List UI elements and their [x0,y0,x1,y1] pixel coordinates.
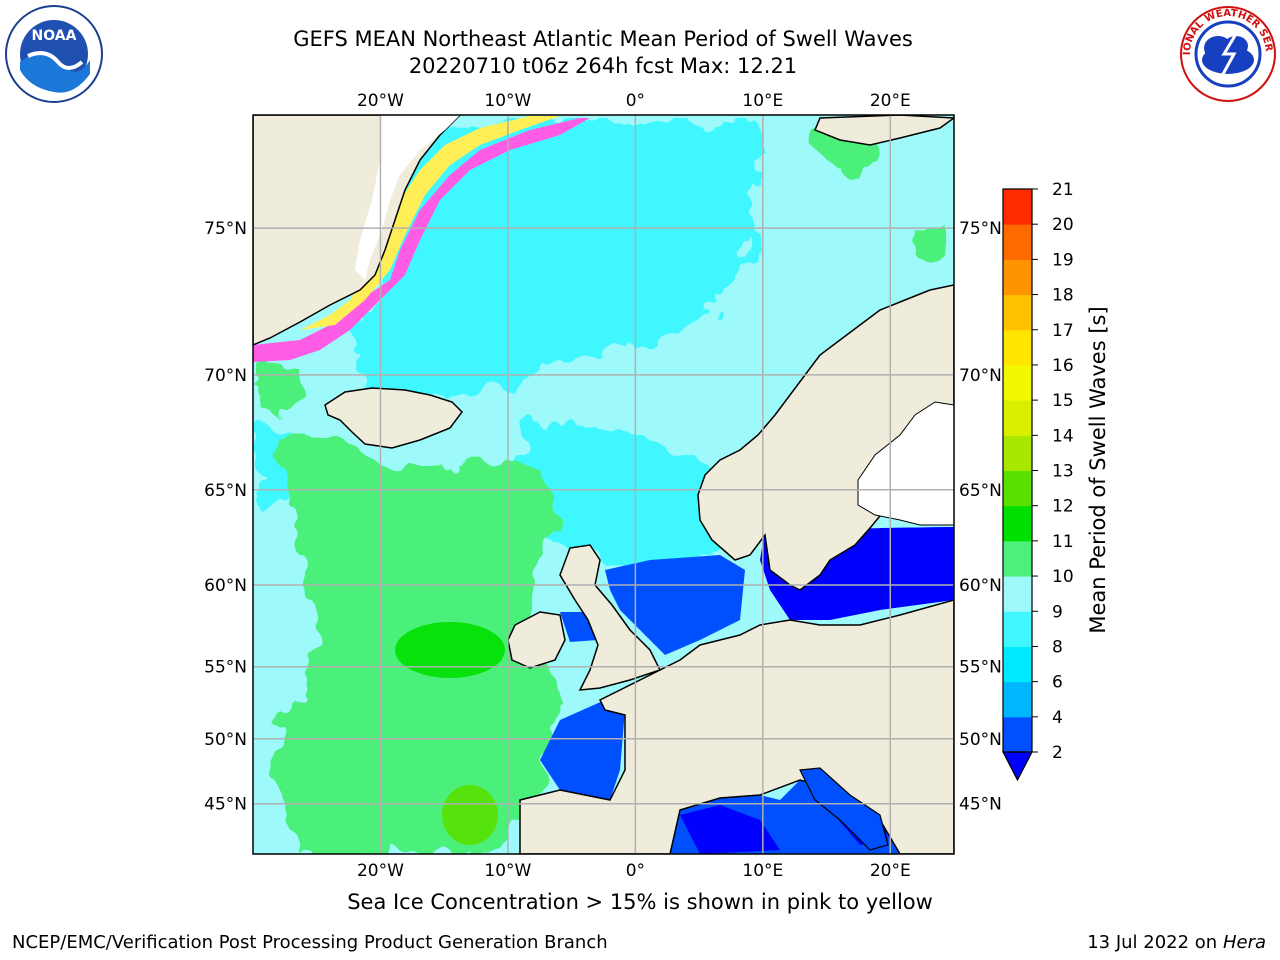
colorbar-swatch [1003,540,1032,577]
map-frame [252,114,955,855]
colorbar-swatch [1003,681,1032,718]
lat-label-left: 75°N [204,219,247,239]
swell-region-green-barents [905,220,954,265]
swell-region-blue-northsea [605,555,745,655]
colorbar-swatch [1003,505,1032,542]
colorbar-tick-label: 2 [1052,743,1063,763]
lat-label-left: 55°N [204,658,247,678]
lon-label-bottom: 0° [626,861,645,881]
lat-label-right: 75°N [959,219,1002,239]
date-stamp: 13 Jul 2022 on Hera [1087,932,1266,953]
colorbar-swatch [1003,716,1032,753]
colorbar-swatch [1003,294,1032,331]
colorbar-label: Mean Period of Swell Waves [s] [1086,306,1110,633]
colorbar-tick-label: 20 [1052,215,1074,235]
noaa-logo-text: NOAA [32,28,77,44]
colorbar-tick-label: 19 [1052,250,1074,270]
colorbar-tick-label: 9 [1052,602,1063,622]
lon-label-bottom: 10°E [742,861,783,881]
iceland-land [324,387,463,449]
lat-label-right: 60°N [959,576,1002,596]
noaa-logo-icon: NOAA [4,4,104,104]
colorbar-tick-label: 13 [1052,462,1074,482]
lon-label-top: 20°E [870,91,911,111]
lat-label-left: 50°N [204,730,247,750]
colorbar-swatch [1003,470,1032,507]
greenland-ice-cap [355,115,460,280]
colorbar-swatch [1003,189,1032,225]
colorbar-tick-label: 17 [1052,321,1074,341]
swell-region-cyan-northsea [520,420,760,570]
colorbar-tick-label: 6 [1052,673,1063,693]
baltic-clear [865,527,954,600]
colorbar-swatch [1003,259,1032,296]
gulf-bothnia-ice-free [857,401,954,526]
colorbar-swatch [1003,329,1032,366]
lat-label-right: 55°N [959,658,1002,678]
swell-region-blue-biscay [540,700,625,800]
credit-text: NCEP/EMC/Verification Post Processing Pr… [12,932,608,953]
lat-label-left: 70°N [204,366,247,386]
lat-label-left: 65°N [204,481,247,501]
colorbar-tick-label: 11 [1052,532,1074,552]
colorbar-extend-min [1002,751,1033,782]
chart-title: GEFS MEAN Northeast Atlantic Mean Period… [293,27,913,51]
lat-label-right: 65°N [959,481,1002,501]
colorbar-tick-label: 18 [1052,286,1074,306]
colorbar-tick-label: 16 [1052,356,1074,376]
swell-region-cyan-north [330,118,760,400]
lon-label-bottom: 10°W [484,861,531,881]
machine-name: Hera [1222,932,1266,953]
colorbar-tick-label: 14 [1052,426,1074,446]
lat-label-right: 70°N [959,366,1002,386]
swell-region-green-west [253,360,310,410]
sea-ice-note: Sea Ice Concentration > 15% is shown in … [347,890,933,914]
lon-label-bottom: 20°W [357,861,404,881]
colorbar-tick-label: 12 [1052,497,1074,517]
lat-label-left: 60°N [204,576,247,596]
lat-label-right: 50°N [959,730,1002,750]
lon-label-top: 10°W [484,91,531,111]
colorbar-tick-label: 15 [1052,391,1074,411]
lat-label-right: 45°N [959,795,1002,815]
colorbar-tick-label: 21 [1052,180,1074,200]
colorbar-swatch [1003,224,1032,260]
colorbar-swatch [1003,435,1032,471]
colorbar-swatch [1003,364,1032,401]
colorbar-swatch [1003,400,1032,436]
colorbar-tick-label: 10 [1052,567,1074,587]
colorbar-swatch [1003,646,1032,683]
swell-region-deepblue-med [680,805,780,854]
lat-label-left: 45°N [204,795,247,815]
svalbard-land [814,115,954,146]
colorbar-tick-label: 8 [1052,637,1063,657]
colorbar-swatch [1003,611,1032,647]
nws-logo-icon: NATIONAL WEATHER SERVICE [1174,0,1278,104]
ireland-land [507,611,566,669]
italy-sea-cut [799,767,889,851]
lon-label-top: 0° [626,91,645,111]
colorbar-tick-label: 4 [1052,708,1063,728]
lon-label-bottom: 20°E [870,861,911,881]
chart-subtitle: 20220710 t06z 264h fcst Max: 12.21 [408,54,798,78]
swell-region-darkgreen-south [442,785,498,845]
lon-label-top: 20°W [357,91,404,111]
date-text: 13 Jul 2022 on [1087,932,1223,953]
colorbar-swatch [1003,576,1032,612]
swell-region-darkgreen-core [395,622,505,678]
lon-label-top: 10°E [742,91,783,111]
